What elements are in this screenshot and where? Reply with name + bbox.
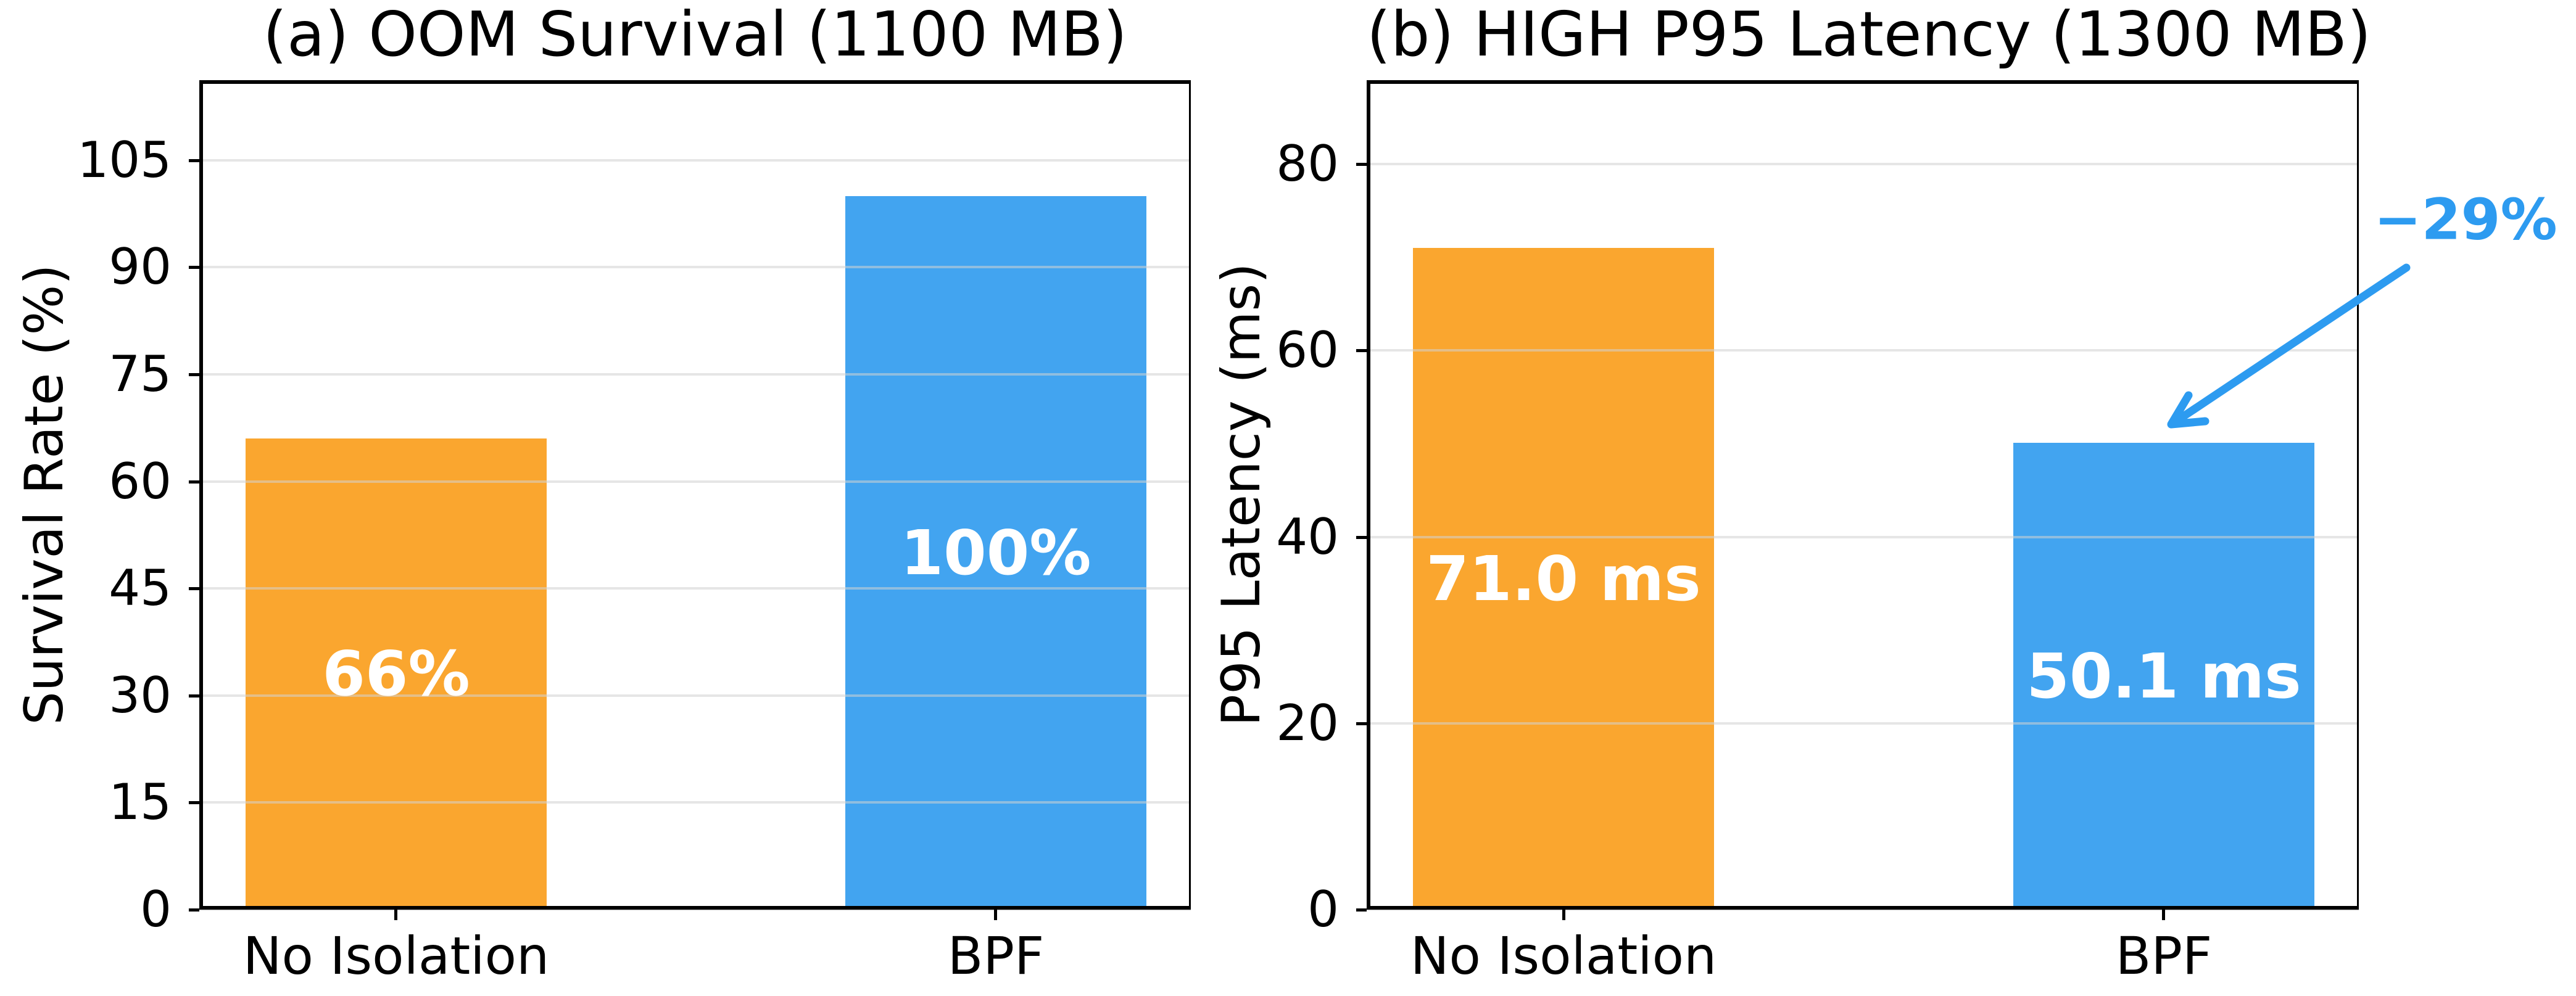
y-axis-tick <box>1356 908 1367 912</box>
axes-top-spine <box>1367 80 2359 84</box>
gridline <box>199 587 1191 590</box>
gridline <box>199 694 1191 697</box>
y-axis-tick <box>1356 536 1367 539</box>
y-axis-tick-label: 40 <box>1276 508 1339 566</box>
x-axis-tick <box>1562 910 1565 920</box>
bar-bpf <box>2013 443 2314 910</box>
gridline <box>199 373 1191 376</box>
decrease-annotation-label: −29% <box>2374 186 2557 253</box>
y-axis-tick <box>1356 163 1367 166</box>
x-axis-tick <box>394 910 397 920</box>
panel-a-title: (a) OOM Survival (1100 MB) <box>263 0 1127 70</box>
y-axis-tick-label: 0 <box>140 881 172 938</box>
axes-top-spine <box>199 80 1191 84</box>
axes-left-spine <box>199 80 203 910</box>
y-axis-tick <box>189 908 199 912</box>
panel-a-plot-area: 66% No Isolation 100% BPF 0 15 30 45 60 75 90 105 <box>77 80 1191 986</box>
panel-b-title: (b) HIGH P95 Latency (1300 MB) <box>1367 0 2372 70</box>
bar-value-label: 66% <box>322 638 470 710</box>
x-axis-tick <box>994 910 997 920</box>
gridline <box>199 801 1191 804</box>
y-axis-tick <box>189 480 199 484</box>
y-axis-tick-label: 105 <box>77 131 172 189</box>
x-axis-tick-label: No Isolation <box>1410 926 1717 986</box>
y-axis-tick <box>189 801 199 804</box>
y-axis-tick <box>1356 349 1367 352</box>
gridline <box>1367 536 2359 538</box>
x-axis-tick-label: BPF <box>2115 926 2213 986</box>
gridline <box>199 266 1191 268</box>
y-axis-tick <box>189 159 199 162</box>
y-axis-tick-label: 75 <box>109 345 172 403</box>
y-axis-tick-label: 15 <box>109 773 172 831</box>
y-axis-tick <box>1356 722 1367 725</box>
y-axis-tick <box>189 266 199 269</box>
y-axis-tick-label: 80 <box>1276 135 1339 192</box>
y-axis-tick <box>189 373 199 376</box>
gridline <box>1367 908 2359 911</box>
y-axis-tick-label: 20 <box>1276 694 1339 752</box>
x-axis-tick-label: BPF <box>947 926 1045 986</box>
y-axis-tick-label: 90 <box>109 238 172 295</box>
gridline <box>199 908 1191 911</box>
axes-bottom-spine <box>1367 906 2359 910</box>
y-axis-tick-label: 0 <box>1307 881 1339 938</box>
y-axis-tick-label: 60 <box>1276 321 1339 379</box>
bar-value-label: 50.1 ms <box>2026 640 2301 712</box>
x-axis-tick <box>2162 910 2165 920</box>
gridline <box>1367 722 2359 725</box>
y-axis-tick-label: 60 <box>109 453 172 510</box>
y-axis-tick-label: 30 <box>109 667 172 724</box>
axes-left-spine <box>1367 80 1370 910</box>
axes-right-spine <box>2357 80 2359 910</box>
bar-no-isolation <box>246 438 547 910</box>
gridline <box>1367 163 2359 165</box>
gridline <box>199 159 1191 162</box>
axes-right-spine <box>1189 80 1191 910</box>
y-axis-tick <box>189 694 199 698</box>
gridline <box>1367 349 2359 352</box>
y-axis-tick-label: 45 <box>109 559 172 617</box>
bar-no-isolation <box>1413 248 1714 910</box>
bar-bpf <box>845 196 1146 910</box>
gridline <box>199 480 1191 483</box>
x-axis-tick-label: No Isolation <box>242 926 550 986</box>
y-axis-tick <box>189 587 199 590</box>
panel-b-plot-area: 71.0 ms No Isolation 50.1 ms BPF 0 20 40 60 80 <box>1276 80 2359 986</box>
bar-value-label: 100% <box>900 517 1091 589</box>
bar-value-label: 71.0 ms <box>1426 543 1701 615</box>
axes-bottom-spine <box>199 906 1191 910</box>
